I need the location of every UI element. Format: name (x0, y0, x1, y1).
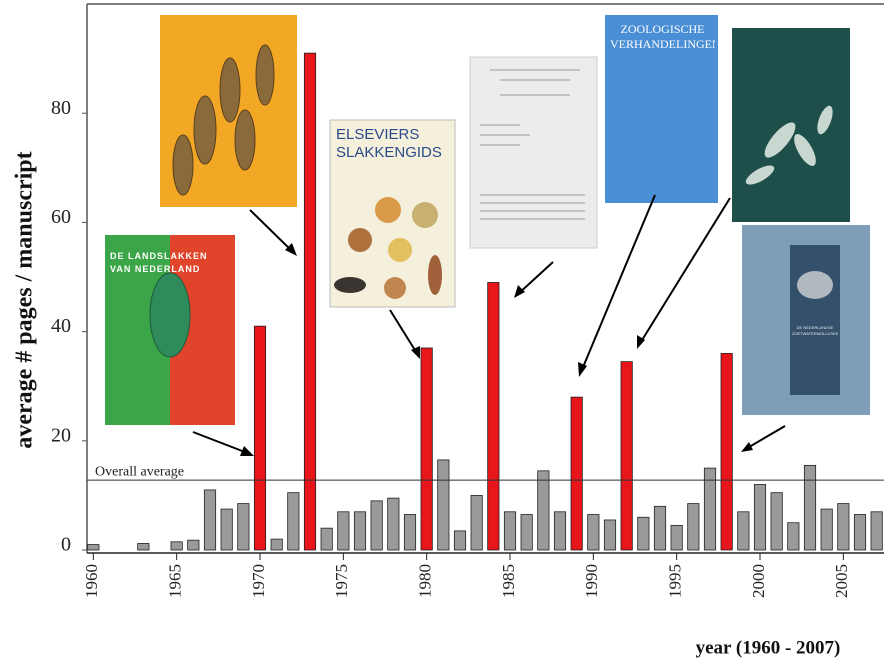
arrow (250, 210, 294, 253)
x-tick-label: 1975 (332, 564, 351, 598)
bar (754, 484, 765, 550)
cover-title: ELSEVIERS SLAKKENGIDS (336, 126, 451, 170)
bar (288, 493, 299, 550)
bar (238, 504, 249, 550)
bar (88, 545, 99, 550)
bar (838, 504, 849, 550)
cover-title: ZOOLOGISCHE VERHANDELINGEN (610, 22, 715, 62)
bar (221, 509, 232, 550)
y-tick-label: 20 (51, 424, 71, 446)
y-tick-label: 40 (51, 315, 71, 337)
y-tick-label: 60 (51, 206, 71, 228)
arrow (639, 198, 730, 345)
cover-title: DE NEDERLANDSE ZOETWATERMOLLUSKEN (792, 325, 838, 355)
bar (788, 523, 799, 550)
bar (438, 460, 449, 550)
cover-title: DE LANDSLAKKEN VAN NEDERLAND (110, 250, 230, 290)
bar (371, 501, 382, 550)
bar (571, 397, 582, 550)
bar (504, 512, 515, 550)
chart: average # pages / manuscript year (1960 … (0, 0, 884, 664)
x-tick-label: 1960 (82, 564, 101, 598)
bar (338, 512, 349, 550)
bar (404, 515, 415, 550)
bar (721, 353, 732, 550)
bar (321, 528, 332, 550)
bar (738, 512, 749, 550)
y-axis-title: average # pages / manuscript (12, 151, 38, 448)
reference-label: Overall average (95, 464, 184, 479)
cover-title-text: ZOOLOGISCHE VERHANDELINGEN (610, 22, 715, 52)
bar (854, 515, 865, 550)
cover-title-text: ELSEVIERS SLAKKENGIDS (336, 126, 451, 162)
x-tick-label: 1970 (249, 564, 268, 598)
x-tick-label: 1995 (666, 564, 685, 598)
bar (688, 504, 699, 550)
bar (171, 542, 182, 550)
x-tick-label: 1985 (499, 564, 518, 598)
cover-title-text: DE LANDSLAKKEN VAN NEDERLAND (110, 250, 230, 276)
cover-art (797, 271, 833, 299)
bar (871, 512, 882, 550)
arrow (193, 432, 250, 454)
bar (271, 539, 282, 550)
cover-band (790, 245, 840, 395)
bar (421, 348, 432, 550)
bar (538, 471, 549, 550)
bar (254, 326, 265, 550)
bar (388, 498, 399, 550)
bar (771, 493, 782, 550)
bar (188, 540, 199, 550)
bar (304, 53, 315, 550)
bar (654, 506, 665, 550)
x-axis-title: year (1960 - 2007) (696, 637, 841, 658)
bar (354, 512, 365, 550)
arrow (390, 310, 418, 355)
y-tick-label: 80 (51, 97, 71, 119)
x-tick-label: 1965 (166, 564, 185, 598)
bar (471, 495, 482, 550)
bar (588, 515, 599, 550)
bar (604, 520, 615, 550)
bar (488, 282, 499, 550)
bar (204, 490, 215, 550)
bar (454, 531, 465, 550)
x-tick-label: 1990 (582, 564, 601, 598)
bar (638, 517, 649, 550)
cover-title-text: DE NEDERLANDSE ZOETWATERMOLLUSKEN (792, 325, 838, 337)
y-tick-label: 0 (61, 534, 71, 556)
x-tick-label: 2005 (832, 564, 851, 598)
bar (821, 509, 832, 550)
bar (521, 515, 532, 550)
bar (138, 543, 149, 550)
x-tick-label: 1980 (416, 564, 435, 598)
bar (621, 362, 632, 550)
bar (554, 512, 565, 550)
bar (804, 465, 815, 550)
x-tick-label: 2000 (749, 564, 768, 598)
bar (671, 525, 682, 550)
